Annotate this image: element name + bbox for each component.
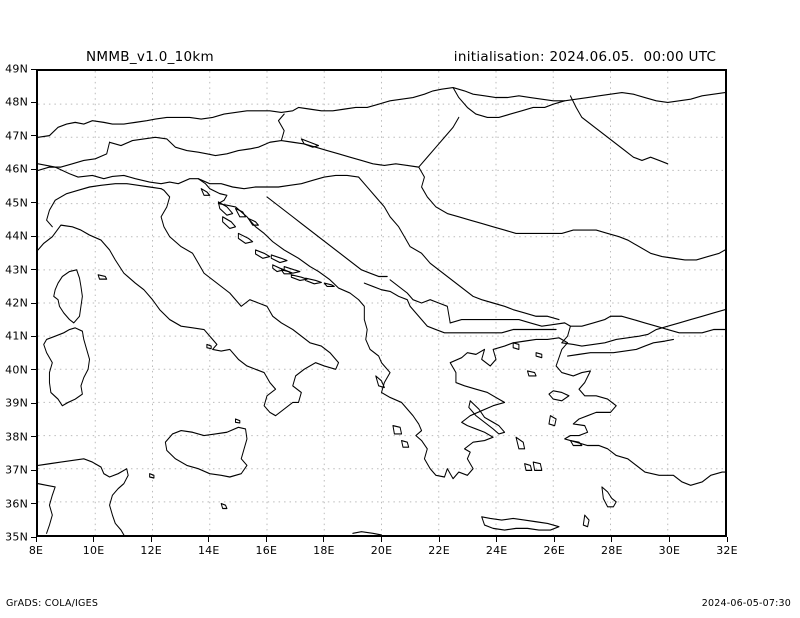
x-axis-tick [668, 537, 670, 542]
y-axis-label: 46N [5, 162, 28, 176]
x-axis-tick [438, 537, 440, 542]
x-axis-label: 26E [543, 544, 566, 557]
y-axis-label: 42N [5, 296, 28, 310]
y-axis-label: 37N [5, 463, 28, 477]
x-axis-label: 30E [658, 544, 681, 557]
y-axis-tick [31, 335, 36, 337]
y-axis-tick [31, 135, 36, 137]
y-axis-tick [31, 269, 36, 271]
x-axis-label: 16E [255, 544, 278, 557]
x-axis-label: 24E [485, 544, 508, 557]
figure-header: NMMB_v1.0_10km 1h Acc.Snow [cm/1h] initi… [0, 0, 800, 125]
y-axis-tick [31, 402, 36, 404]
x-axis-label: 18E [313, 544, 335, 557]
map-plot-area [36, 69, 727, 537]
x-axis-tick [35, 537, 37, 542]
y-axis-tick [31, 168, 36, 170]
y-axis-label: 47N [5, 129, 28, 143]
x-axis-label: 14E [197, 544, 220, 557]
x-axis-tick [496, 537, 498, 542]
y-axis-tick [31, 235, 36, 237]
x-axis-label: 12E [140, 544, 162, 557]
y-axis-tick [31, 436, 36, 438]
x-axis-tick [726, 537, 728, 542]
x-axis-label: 22E [428, 544, 450, 557]
x-axis-tick [150, 537, 152, 542]
y-axis-tick [31, 469, 36, 471]
initialisation-time: initialisation: 2024.06.05. 00:00 UTC [453, 49, 717, 65]
x-axis-label: 10E [82, 544, 105, 557]
y-axis-tick [31, 369, 36, 371]
render-timestamp: 2024-06-05-07:30 [701, 598, 791, 609]
y-axis-tick [31, 68, 36, 70]
y-axis-label: 36N [5, 497, 28, 511]
x-axis-label: 28E [601, 544, 623, 557]
grid-layer [38, 71, 725, 535]
x-axis-tick [553, 537, 555, 542]
y-axis-tick [31, 101, 36, 103]
x-axis-tick [381, 537, 382, 542]
grads-credit: GrADS: COLA/IGES [6, 598, 99, 609]
y-axis-label: 39N [5, 396, 28, 410]
y-axis-tick [31, 503, 36, 505]
y-axis-label: 40N [5, 363, 28, 377]
y-axis-label: 44N [5, 229, 28, 243]
x-axis-tick [323, 537, 325, 542]
x-axis-tick [208, 537, 210, 542]
y-axis-label: 41N [5, 329, 28, 343]
y-axis-tick [31, 536, 36, 538]
x-axis-tick [265, 537, 267, 542]
y-axis-label: 43N [5, 263, 28, 277]
x-axis-label: 8E [28, 544, 44, 557]
x-axis-label: 32E [716, 544, 738, 557]
y-axis-label: 49N [5, 62, 28, 76]
x-axis-tick [611, 537, 613, 542]
y-axis-label: 45N [5, 196, 28, 210]
model-name: NMMB_v1.0_10km [86, 49, 214, 65]
x-axis-label: 20E [370, 544, 393, 557]
y-axis-label: 48N [5, 95, 28, 109]
y-axis-label: 38N [5, 430, 28, 444]
y-axis-tick [31, 202, 36, 204]
y-axis-tick [31, 302, 36, 304]
coastline-layer [38, 86, 725, 535]
x-axis-tick [93, 537, 95, 542]
y-axis-label: 35N [5, 530, 28, 544]
